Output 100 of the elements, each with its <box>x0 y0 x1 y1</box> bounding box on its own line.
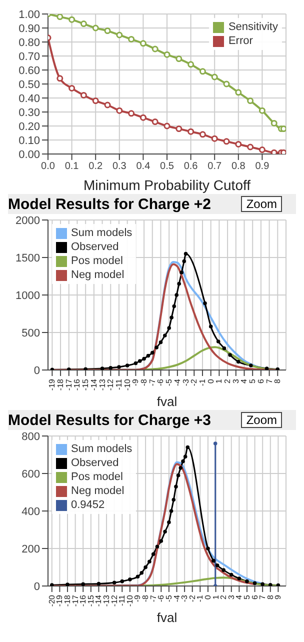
x-tick-label: -17 <box>64 378 74 391</box>
legend-label: Pos model <box>71 470 123 484</box>
x-tick-label: 1 <box>214 378 224 384</box>
y-tick-label: 800 <box>22 430 40 443</box>
x-tick-label: -5 <box>164 378 174 386</box>
x-tick-label: -6 <box>156 378 166 386</box>
x-tick-label: 3 <box>231 378 240 384</box>
y-tick-label: 0.40 <box>18 92 40 105</box>
x-tick-label: 1 <box>211 594 220 600</box>
legend-label: 0.9452 <box>71 498 105 512</box>
x-axis-title: fval <box>156 394 178 409</box>
y-tick-label: 400 <box>22 506 40 518</box>
x-tick-label: 0.6 <box>184 161 198 172</box>
x-tick-label: 0 <box>203 594 212 600</box>
x-tick-label: -4 <box>172 594 182 602</box>
x-tick-label: 7 <box>258 594 268 600</box>
x-tick-label: -8 <box>140 378 149 386</box>
x-tick-label: 5 <box>248 378 258 384</box>
x-tick-label: 8 <box>266 594 275 600</box>
x-tick-label: 0.9 <box>255 161 270 172</box>
x-tick-label: -3 <box>180 594 190 602</box>
x-tick-label: 2 <box>223 378 232 384</box>
x-tick-label: 6 <box>256 378 266 384</box>
x-tick-label: 5 <box>242 594 252 600</box>
x-tick-label: -3 <box>181 378 190 386</box>
x-tick-label: -1 <box>198 378 207 386</box>
legend-label: Pos model <box>71 254 123 268</box>
legend-label: Error <box>228 34 253 48</box>
zoom-button: Zoom <box>241 412 282 428</box>
y-tick-label: 0.90 <box>18 22 40 35</box>
chart-title: Model Results for Charge +3 <box>8 412 211 428</box>
y-tick-label: 200 <box>22 543 40 556</box>
x-tick-label: -15 <box>81 378 90 391</box>
x-tick-label: -14 <box>94 594 104 607</box>
y-tick-label: 0.70 <box>18 50 40 63</box>
x-tick-label: -12 <box>106 378 116 391</box>
x-tick-label: -14 <box>89 378 98 391</box>
x-tick-label: 0.5 <box>160 161 174 172</box>
x-tick-label: -20 <box>47 594 56 607</box>
x-tick-label: -13 <box>98 378 107 391</box>
x-tick-label: -2 <box>190 378 199 386</box>
x-tick-label: 9 <box>274 594 283 600</box>
x-tick-label: -9 <box>131 378 140 386</box>
x-tick-label: -9 <box>133 594 142 602</box>
x-tick-label: 0.2 <box>88 161 103 172</box>
legend-label: Observed <box>71 456 119 470</box>
y-tick-label: 500 <box>22 327 40 340</box>
y-tick-label: 0.30 <box>18 106 40 119</box>
legend-label: Sensitivity <box>228 20 278 34</box>
x-tick-label: -10 <box>122 378 132 391</box>
x-tick-label: -8 <box>141 594 150 602</box>
x-tick-label: -16 <box>72 378 82 391</box>
x-tick-label: 3 <box>226 594 236 600</box>
x-tick-label: 0.8 <box>231 161 246 172</box>
x-tick-label: -6 <box>156 594 166 602</box>
x-tick-label: 0.7 <box>208 161 222 172</box>
x-tick-label: -1 <box>196 594 205 602</box>
x-tick-label: -13 <box>102 594 112 607</box>
legend-label: Sum models <box>71 226 132 240</box>
x-tick-label: 4 <box>234 594 244 600</box>
y-tick-label: 1500 <box>16 252 40 264</box>
x-tick-label: 7 <box>264 378 274 384</box>
x-tick-label: -18 <box>56 378 66 391</box>
x-tick-label: -7 <box>148 378 157 386</box>
x-tick-label: -11 <box>114 378 124 390</box>
y-tick-label: 0.00 <box>18 148 40 161</box>
x-tick-label: -16 <box>78 594 88 607</box>
y-tick-label: 600 <box>22 468 40 480</box>
x-tick-label: 0 <box>206 378 216 384</box>
zoom-button: Zoom <box>241 196 282 212</box>
x-tick-label: 6 <box>250 594 260 600</box>
x-tick-label: 2 <box>219 594 228 600</box>
y-tick-label: 1.00 <box>18 8 40 21</box>
x-tick-label: 0.3 <box>112 161 127 172</box>
x-tick-label: -10 <box>125 594 134 607</box>
y-tick-label: 0.10 <box>18 134 40 147</box>
x-tick-label: -12 <box>110 594 119 607</box>
x-axis-title: Minimum Probability Cutoff <box>83 177 251 193</box>
x-tick-label: 0.1 <box>64 161 80 172</box>
x-tick-label: -17 <box>70 594 80 607</box>
x-tick-label: -7 <box>148 594 158 602</box>
x-axis-title: fval <box>156 610 178 625</box>
x-tick-label: -11 <box>118 594 127 606</box>
x-tick-label: 0.0 <box>41 161 56 172</box>
x-tick-label: -18 <box>63 594 72 607</box>
y-tick-label: 0.20 <box>18 120 40 133</box>
y-tick-label: 0.60 <box>18 64 40 77</box>
legend-label: Observed <box>71 240 119 254</box>
legend-label: Neg model <box>71 268 124 282</box>
x-tick-label: -4 <box>172 378 182 386</box>
y-tick-label: 2000 <box>16 214 40 227</box>
legend-label: Neg model <box>71 484 124 498</box>
x-tick-label: -19 <box>55 594 64 607</box>
x-tick-label: 4 <box>240 378 249 384</box>
chart-title: Model Results for Charge +2 <box>8 196 211 212</box>
x-tick-label: 0.4 <box>136 161 151 172</box>
y-tick-label: 0.50 <box>18 78 40 91</box>
x-tick-label: 8 <box>273 378 282 384</box>
x-tick-label: -5 <box>164 594 174 602</box>
x-tick-label: -19 <box>48 378 57 391</box>
